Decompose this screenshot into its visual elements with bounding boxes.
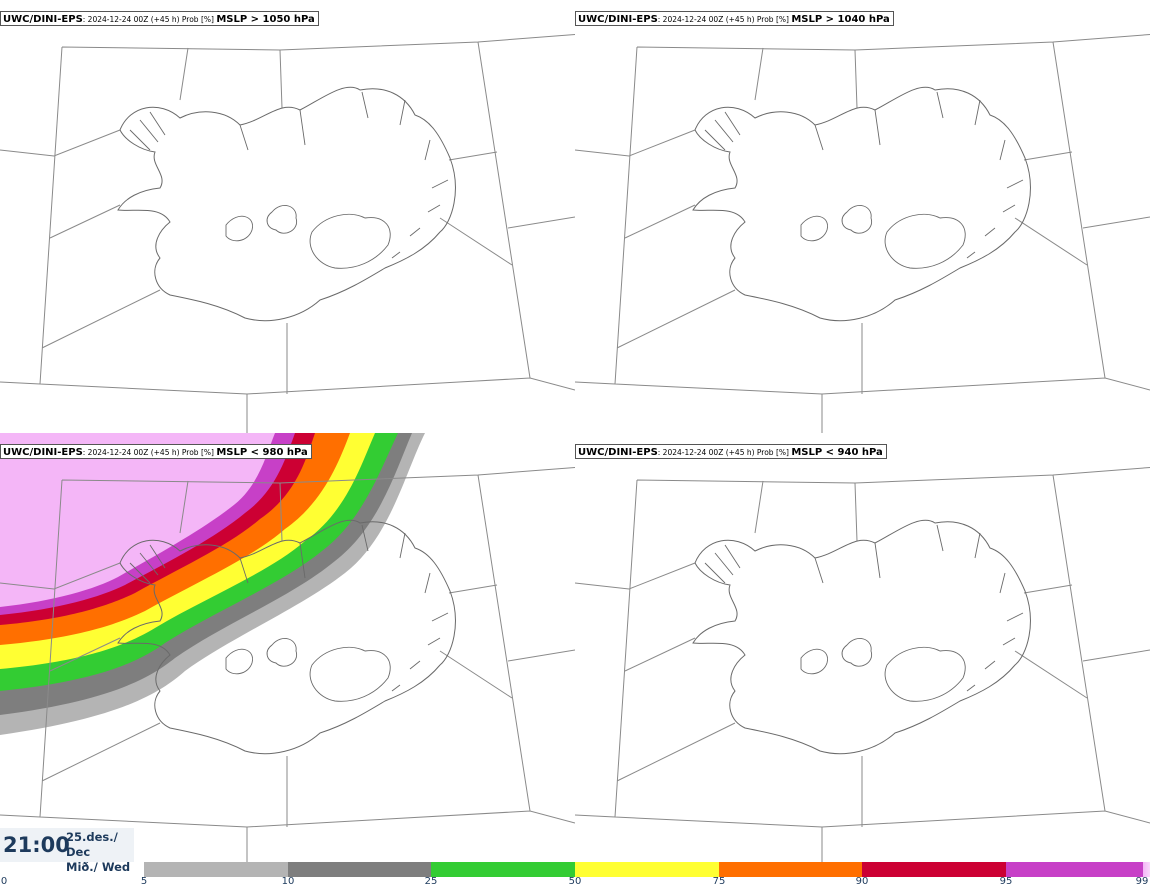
colorbar-tick-label: 25 [424,876,438,887]
colorbar-segment [144,862,288,877]
valid-date-line1: 25.des./ Dec [66,830,118,859]
panel-model-name: UWC/DINI-EPS [578,447,658,458]
colorbar-segment [288,862,431,877]
colorbar-tick-label: 95 [999,876,1013,887]
panel-threshold: MSLP > 1050 hPa [216,14,315,25]
panel-model-name: UWC/DINI-EPS [3,447,83,458]
panel-title: UWC/DINI-EPS: 2024-12-24 00Z (+45 h) Pro… [575,11,894,26]
panel-threshold: MSLP < 940 hPa [791,447,883,458]
map-panel-mslp-lt-980: UWC/DINI-EPS: 2024-12-24 00Z (+45 h) Pro… [0,433,575,866]
valid-date-line2: Mið./ Wed [66,860,131,874]
map-panel-mslp-gt-1040: UWC/DINI-EPS: 2024-12-24 00Z (+45 h) Pro… [575,0,1150,433]
panel-threshold: MSLP > 1040 hPa [791,14,890,25]
panel-run-info: : 2024-12-24 00Z (+45 h) Prob [%] [82,448,217,457]
colorbar-tick-label: 90 [855,876,869,887]
panel-run-info: : 2024-12-24 00Z (+45 h) Prob [%] [657,448,792,457]
map-svg [575,466,1150,866]
panel-title: UWC/DINI-EPS: 2024-12-24 00Z (+45 h) Pro… [575,444,887,459]
valid-time-box: 21:00 25.des./ Dec Mið./ Wed [0,828,134,874]
panel-threshold: MSLP < 980 hPa [216,447,308,458]
colorbar-tick-label: 0 [0,876,8,887]
colorbar-tick-label: 50 [568,876,582,887]
map-svg [0,33,575,433]
colorbar-tick-label: 10 [281,876,295,887]
colorbar-segment [719,862,862,877]
map-panel-mslp-gt-1050: UWC/DINI-EPS: 2024-12-24 00Z (+45 h) Pro… [0,0,575,433]
valid-time: 21:00 [3,833,70,857]
map-svg [575,33,1150,433]
colorbar-tick-label: 5 [140,876,148,887]
panel-model-name: UWC/DINI-EPS [3,14,83,25]
panel-run-info: : 2024-12-24 00Z (+45 h) Prob [%] [82,15,217,24]
colorbar-segment [431,862,575,877]
colorbar-segment [575,862,719,877]
map-svg [0,433,575,866]
map-panel-mslp-lt-940: UWC/DINI-EPS: 2024-12-24 00Z (+45 h) Pro… [575,433,1150,866]
panel-run-info: : 2024-12-24 00Z (+45 h) Prob [%] [657,15,792,24]
colorbar-segment [1006,862,1143,877]
colorbar-segment [1143,862,1150,877]
panel-title: UWC/DINI-EPS: 2024-12-24 00Z (+45 h) Pro… [0,444,312,459]
colorbar-tick-label: 99 [1135,876,1149,887]
colorbar-tick-label: 75 [712,876,726,887]
valid-date: 25.des./ Dec Mið./ Wed [66,830,134,875]
panel-title: UWC/DINI-EPS: 2024-12-24 00Z (+45 h) Pro… [0,11,319,26]
colorbar-segment [862,862,1006,877]
panel-model-name: UWC/DINI-EPS [578,14,658,25]
